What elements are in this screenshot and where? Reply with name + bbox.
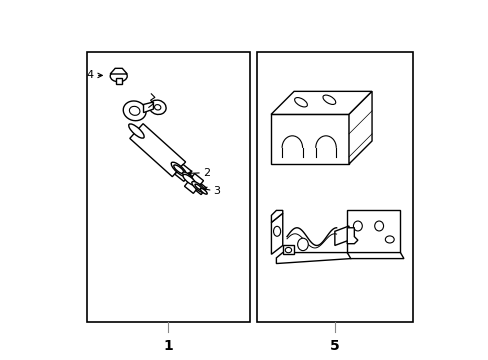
- Ellipse shape: [149, 100, 166, 114]
- Ellipse shape: [297, 238, 307, 251]
- Polygon shape: [282, 246, 293, 254]
- Ellipse shape: [171, 162, 186, 176]
- Polygon shape: [276, 253, 350, 264]
- Polygon shape: [334, 226, 348, 246]
- Ellipse shape: [385, 236, 393, 243]
- Bar: [87, 53, 249, 321]
- Polygon shape: [346, 253, 403, 258]
- Text: 5: 5: [329, 339, 339, 354]
- Bar: [256, 53, 412, 321]
- Ellipse shape: [374, 221, 383, 231]
- Polygon shape: [143, 102, 153, 113]
- Ellipse shape: [191, 181, 204, 193]
- Polygon shape: [195, 184, 206, 195]
- Polygon shape: [110, 68, 127, 74]
- Polygon shape: [184, 174, 203, 193]
- Ellipse shape: [285, 247, 291, 253]
- Ellipse shape: [294, 98, 307, 107]
- Ellipse shape: [129, 106, 140, 115]
- Ellipse shape: [195, 184, 202, 190]
- Polygon shape: [346, 228, 357, 244]
- Ellipse shape: [128, 124, 144, 138]
- Polygon shape: [348, 91, 371, 164]
- Text: 1: 1: [163, 339, 173, 354]
- Ellipse shape: [183, 174, 196, 185]
- Polygon shape: [271, 213, 282, 254]
- Ellipse shape: [154, 105, 161, 110]
- Polygon shape: [270, 91, 371, 114]
- Text: 3: 3: [213, 185, 220, 195]
- Ellipse shape: [110, 71, 127, 82]
- Bar: [116, 78, 122, 84]
- Text: 2: 2: [203, 168, 210, 178]
- Polygon shape: [346, 210, 400, 253]
- Ellipse shape: [123, 101, 146, 121]
- Polygon shape: [271, 210, 282, 222]
- Ellipse shape: [273, 226, 280, 236]
- Ellipse shape: [182, 172, 193, 181]
- Polygon shape: [175, 164, 191, 181]
- Ellipse shape: [200, 188, 207, 194]
- Polygon shape: [129, 124, 185, 177]
- Ellipse shape: [353, 221, 362, 231]
- Bar: [270, 114, 348, 164]
- Text: 4: 4: [86, 71, 94, 80]
- Ellipse shape: [173, 165, 184, 174]
- Ellipse shape: [322, 95, 335, 104]
